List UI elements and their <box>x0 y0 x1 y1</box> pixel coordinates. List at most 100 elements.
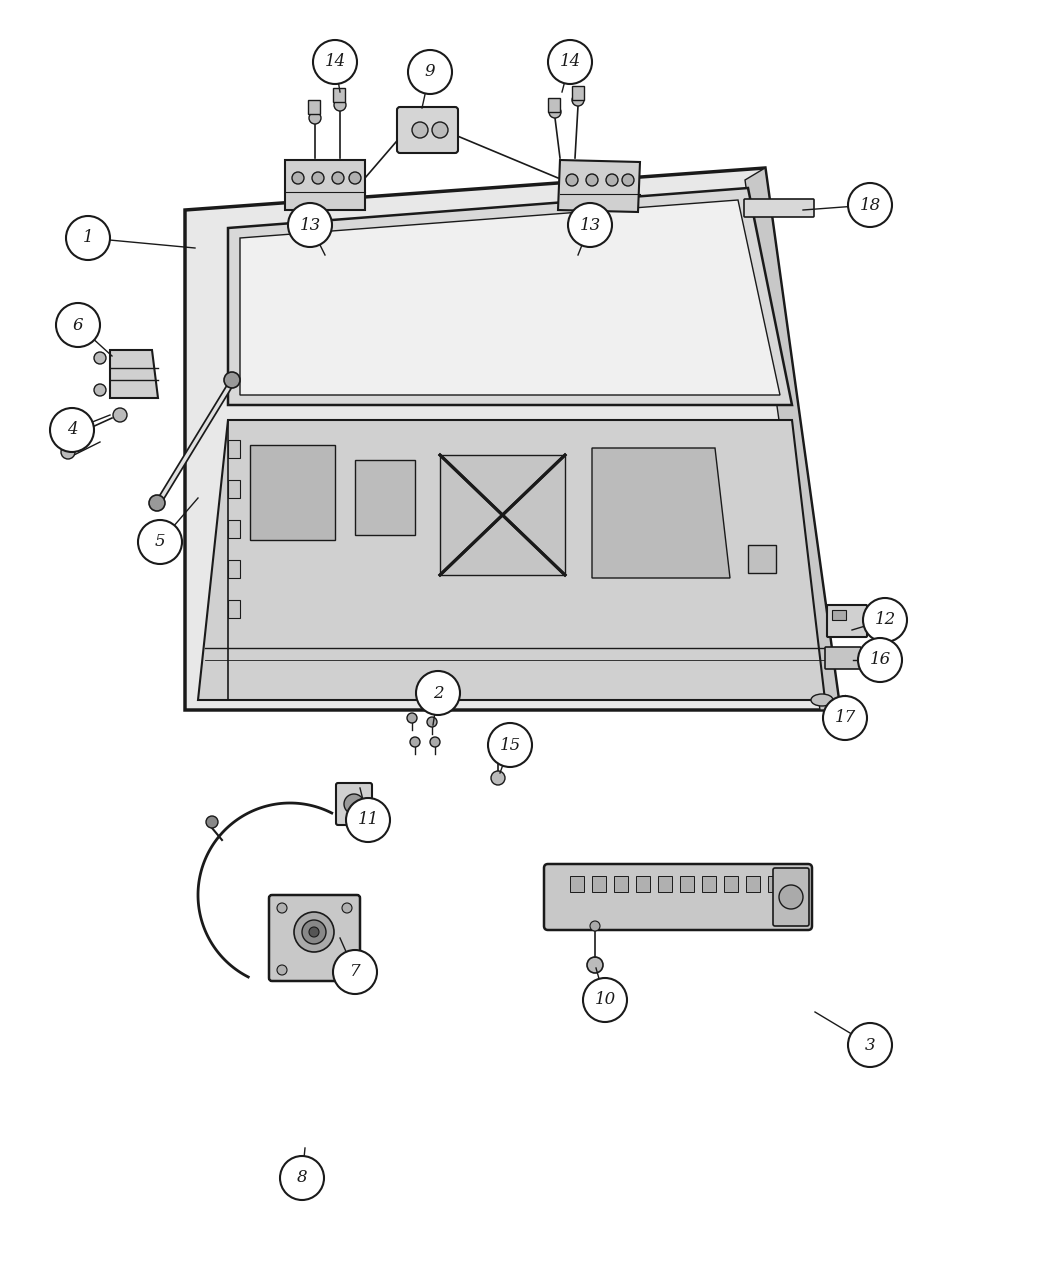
Circle shape <box>586 173 598 186</box>
Circle shape <box>430 737 440 747</box>
Circle shape <box>94 352 106 363</box>
FancyBboxPatch shape <box>336 783 372 825</box>
Text: 12: 12 <box>875 612 896 629</box>
Bar <box>768 876 782 892</box>
FancyBboxPatch shape <box>397 107 458 153</box>
Text: 4: 4 <box>67 422 78 439</box>
Circle shape <box>332 172 344 184</box>
Text: 17: 17 <box>835 709 856 727</box>
Text: 18: 18 <box>859 196 881 213</box>
Polygon shape <box>355 460 415 536</box>
Polygon shape <box>198 419 825 700</box>
Circle shape <box>313 40 357 84</box>
Circle shape <box>333 950 377 994</box>
Polygon shape <box>110 351 158 398</box>
Circle shape <box>548 40 592 84</box>
Bar <box>570 876 584 892</box>
Text: 7: 7 <box>350 964 360 980</box>
Circle shape <box>334 99 346 111</box>
Bar <box>548 98 560 112</box>
FancyBboxPatch shape <box>827 606 867 638</box>
Text: 13: 13 <box>299 217 320 233</box>
Bar <box>308 99 320 113</box>
Bar <box>228 440 240 458</box>
Polygon shape <box>228 187 792 405</box>
Circle shape <box>342 903 352 913</box>
Bar <box>746 876 760 892</box>
Circle shape <box>138 520 182 564</box>
Circle shape <box>346 798 390 842</box>
Circle shape <box>61 445 75 459</box>
Circle shape <box>488 723 532 768</box>
Bar <box>658 876 672 892</box>
Bar <box>333 88 345 102</box>
Polygon shape <box>250 445 335 541</box>
Circle shape <box>407 713 417 723</box>
Bar <box>790 876 804 892</box>
Text: 13: 13 <box>580 217 601 233</box>
Circle shape <box>606 173 618 186</box>
Circle shape <box>206 816 218 827</box>
Text: 15: 15 <box>500 737 521 754</box>
Polygon shape <box>185 168 840 710</box>
FancyBboxPatch shape <box>269 895 360 980</box>
Circle shape <box>344 794 364 813</box>
FancyBboxPatch shape <box>544 864 812 929</box>
Circle shape <box>863 598 907 643</box>
Text: 6: 6 <box>72 316 83 334</box>
Text: 2: 2 <box>433 685 443 701</box>
Bar <box>636 876 650 892</box>
Circle shape <box>56 303 100 347</box>
Circle shape <box>294 912 334 952</box>
Text: 10: 10 <box>594 992 615 1009</box>
Circle shape <box>572 94 584 106</box>
Circle shape <box>583 978 627 1023</box>
Text: 11: 11 <box>357 811 379 829</box>
Text: 16: 16 <box>869 652 890 668</box>
Circle shape <box>491 771 505 785</box>
Text: 14: 14 <box>324 54 345 70</box>
Circle shape <box>309 927 319 937</box>
Circle shape <box>50 408 94 453</box>
Text: 5: 5 <box>154 533 165 551</box>
Bar <box>614 876 628 892</box>
Circle shape <box>412 122 428 138</box>
Text: 3: 3 <box>865 1037 876 1053</box>
Circle shape <box>292 172 304 184</box>
Circle shape <box>858 638 902 682</box>
FancyBboxPatch shape <box>744 199 814 217</box>
Polygon shape <box>440 455 565 575</box>
Circle shape <box>622 173 634 186</box>
Bar <box>228 601 240 618</box>
Text: 1: 1 <box>83 230 93 246</box>
Bar <box>228 560 240 578</box>
Text: 8: 8 <box>297 1169 308 1187</box>
Circle shape <box>408 50 452 94</box>
FancyBboxPatch shape <box>825 646 861 669</box>
Circle shape <box>113 408 127 422</box>
Text: 9: 9 <box>424 64 436 80</box>
Circle shape <box>66 215 110 260</box>
Bar <box>572 85 584 99</box>
Circle shape <box>94 384 106 397</box>
Polygon shape <box>746 168 840 710</box>
Circle shape <box>568 203 612 247</box>
Circle shape <box>224 372 240 388</box>
Polygon shape <box>592 448 730 578</box>
Circle shape <box>566 173 578 186</box>
Circle shape <box>277 903 287 913</box>
Circle shape <box>427 717 437 727</box>
Text: 14: 14 <box>560 54 581 70</box>
Circle shape <box>149 495 165 511</box>
Polygon shape <box>285 159 365 210</box>
Circle shape <box>349 172 361 184</box>
Circle shape <box>848 184 892 227</box>
Circle shape <box>823 696 867 740</box>
Circle shape <box>410 737 420 747</box>
Circle shape <box>587 958 603 973</box>
Circle shape <box>309 112 321 124</box>
Circle shape <box>779 885 803 909</box>
Circle shape <box>312 172 324 184</box>
Circle shape <box>288 203 332 247</box>
Circle shape <box>342 965 352 975</box>
